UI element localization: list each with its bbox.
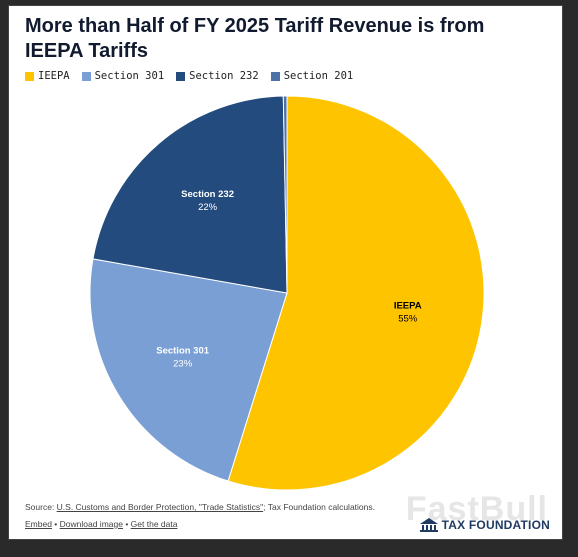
legend-swatch: [176, 71, 186, 81]
pie-chart: IEEPA 55% Section 301 23% Section 232 22%: [89, 95, 485, 491]
pie-slice: [282, 95, 288, 294]
legend-label: Section 201: [283, 70, 354, 82]
logo-text: TAX FOUNDATION: [441, 518, 550, 532]
legend-label: IEEPA: [38, 70, 70, 82]
embed-link[interactable]: Embed: [25, 519, 52, 529]
legend-item: Section 232: [176, 70, 259, 82]
slice-value-label: 23%: [173, 358, 193, 369]
separator: •: [51, 519, 60, 529]
legend-label: Section 232: [189, 70, 259, 82]
slice-name-label: Section 232: [181, 189, 234, 200]
legend: IEEPA Section 301 Section 232 Section 201: [25, 70, 353, 82]
tax-foundation-logo-icon: [419, 518, 438, 532]
legend-swatch: [25, 71, 34, 81]
pie-slice: [92, 95, 288, 294]
legend-swatch: [81, 71, 91, 81]
source-link[interactable]: U.S. Customs and Border Protection, "Tra…: [56, 502, 264, 512]
chart-title: More than Half of FY 2025 Tariff Revenue…: [25, 15, 485, 62]
tax-foundation-logo[interactable]: TAX FOUNDATION: [419, 518, 550, 532]
source-prefix: Source:: [25, 502, 57, 512]
pie-slice: [89, 258, 288, 482]
source-suffix: ; Tax Foundation calculations.: [263, 502, 375, 512]
footer-links: Embed • Download image • Get the data: [25, 519, 177, 529]
source-note: Source: U.S. Customs and Border Protecti…: [25, 502, 375, 512]
legend-item: Section 201: [270, 70, 354, 82]
slice-name-label: Section 301: [156, 345, 210, 356]
legend-item: IEEPA: [25, 70, 70, 82]
slice-name-label: IEEPA: [394, 300, 422, 311]
legend-label: Section 301: [94, 70, 165, 82]
chart-card: More than Half of FY 2025 Tariff Revenue…: [9, 6, 562, 539]
separator: •: [122, 519, 131, 529]
legend-swatch: [270, 71, 280, 81]
legend-item: Section 301: [81, 70, 165, 82]
slice-value-label: 55%: [398, 313, 418, 324]
slice-value-label: 22%: [198, 202, 218, 213]
download-image-link[interactable]: Download image: [59, 519, 123, 529]
pie-slice: [227, 95, 485, 491]
get-data-link[interactable]: Get the data: [130, 519, 178, 529]
